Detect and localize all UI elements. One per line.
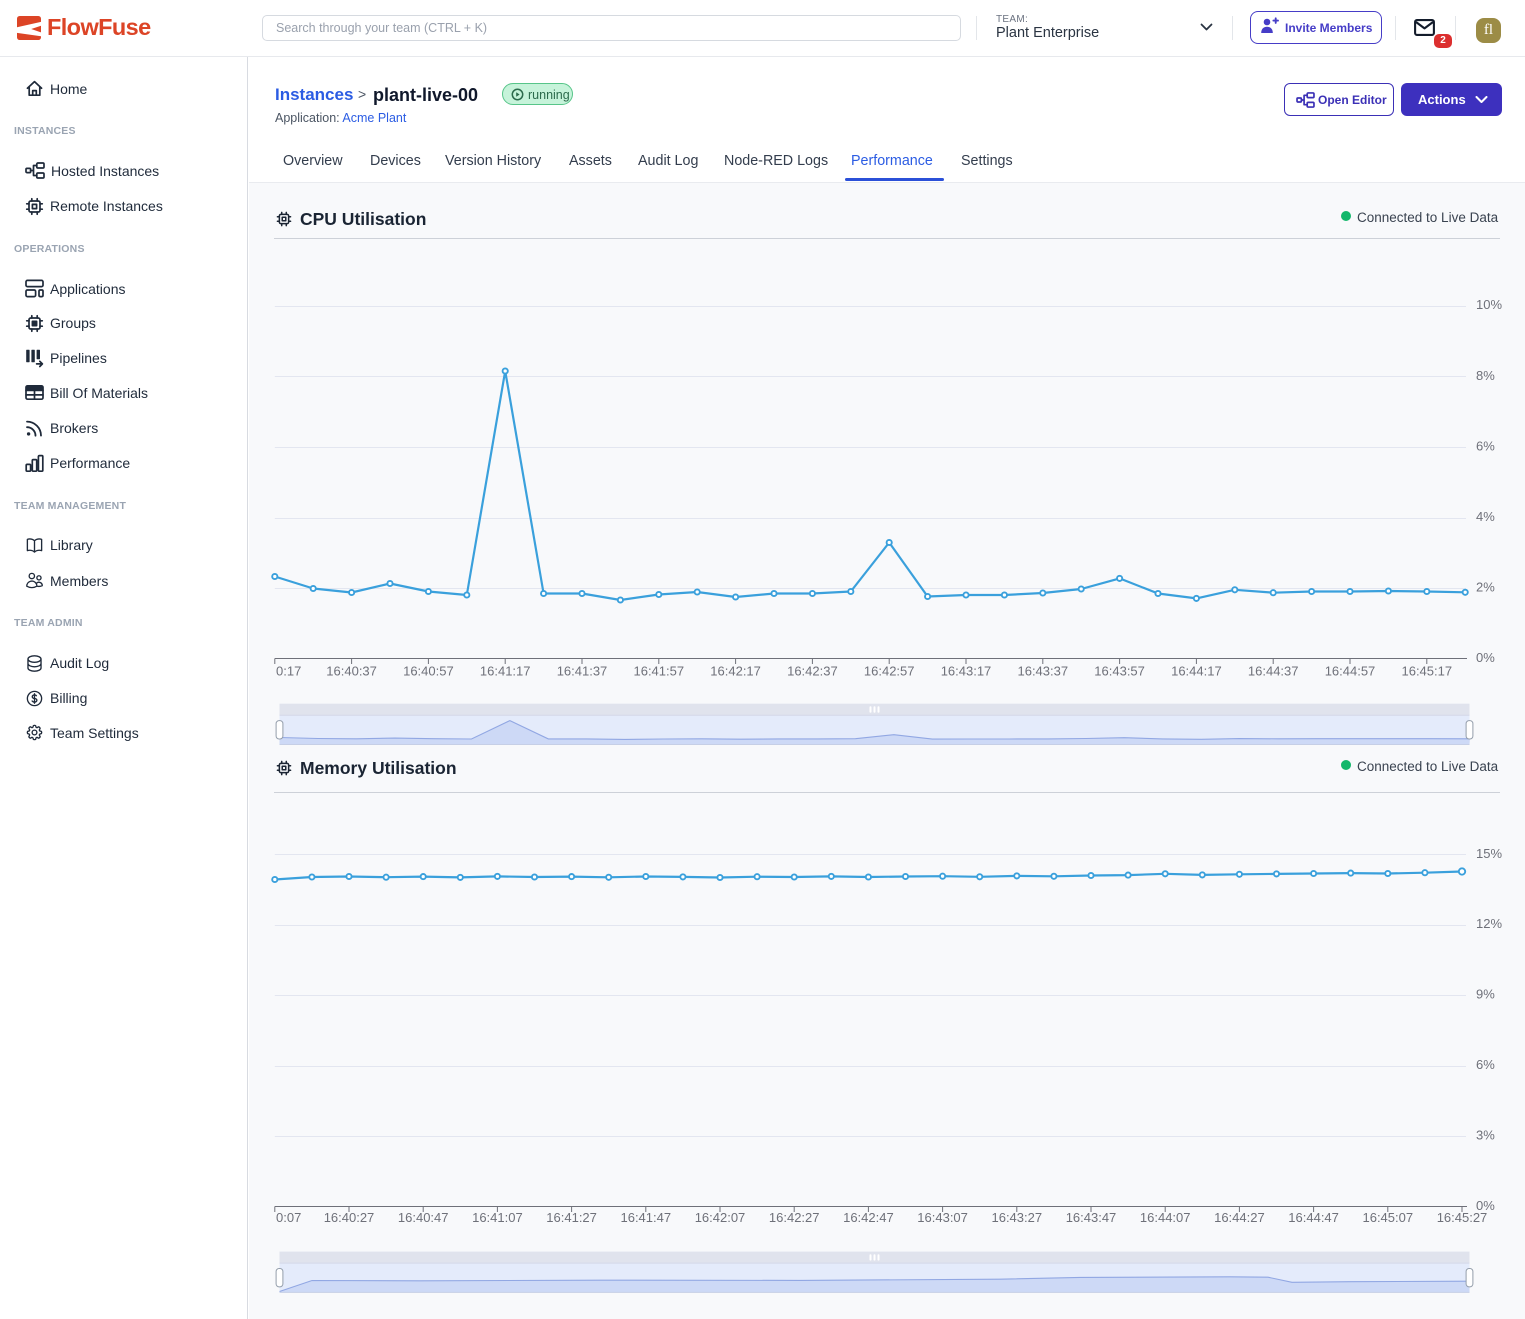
svg-text:10%: 10% [1476,297,1502,312]
svg-text:16:41:17: 16:41:17 [480,664,531,679]
svg-text:6%: 6% [1476,1057,1495,1072]
svg-text:6%: 6% [1476,438,1495,453]
svg-text:16:42:37: 16:42:37 [787,664,838,679]
svg-text:16:43:07: 16:43:07 [917,1210,968,1225]
svg-text:16:41:47: 16:41:47 [620,1210,671,1225]
svg-text:16:43:47: 16:43:47 [1066,1210,1117,1225]
svg-text:16:44:37: 16:44:37 [1248,664,1299,679]
svg-text:16:41:07: 16:41:07 [472,1210,523,1225]
svg-text:16:42:17: 16:42:17 [710,664,761,679]
svg-text:2%: 2% [1476,580,1495,595]
svg-text:16:44:47: 16:44:47 [1288,1210,1339,1225]
svg-text:0:07: 0:07 [276,1210,301,1225]
svg-text:16:44:27: 16:44:27 [1214,1210,1265,1225]
svg-text:16:44:07: 16:44:07 [1140,1210,1191,1225]
svg-text:0%: 0% [1476,1198,1495,1213]
svg-text:16:45:07: 16:45:07 [1362,1210,1413,1225]
svg-text:16:42:57: 16:42:57 [864,664,915,679]
svg-text:16:41:27: 16:41:27 [546,1210,597,1225]
svg-text:16:44:17: 16:44:17 [1171,664,1222,679]
svg-text:16:44:57: 16:44:57 [1325,664,1376,679]
svg-text:16:43:57: 16:43:57 [1094,664,1145,679]
svg-text:16:43:37: 16:43:37 [1017,664,1068,679]
svg-text:9%: 9% [1476,987,1495,1002]
svg-text:16:45:17: 16:45:17 [1401,664,1452,679]
svg-text:16:40:47: 16:40:47 [398,1210,449,1225]
svg-text:16:40:57: 16:40:57 [403,664,454,679]
svg-text:8%: 8% [1476,368,1495,383]
svg-text:0%: 0% [1476,650,1495,665]
svg-text:4%: 4% [1476,509,1495,524]
svg-text:16:43:17: 16:43:17 [941,664,992,679]
svg-text:12%: 12% [1476,916,1502,931]
svg-text:16:42:07: 16:42:07 [695,1210,746,1225]
svg-text:15%: 15% [1476,846,1502,861]
svg-text:16:41:57: 16:41:57 [633,664,684,679]
svg-text:16:41:37: 16:41:37 [557,664,608,679]
svg-text:0:17: 0:17 [276,664,301,679]
svg-text:16:40:37: 16:40:37 [326,664,377,679]
svg-text:16:40:27: 16:40:27 [324,1210,375,1225]
svg-text:16:45:27: 16:45:27 [1437,1210,1488,1225]
svg-text:3%: 3% [1476,1127,1495,1142]
svg-text:16:42:27: 16:42:27 [769,1210,820,1225]
svg-text:16:42:47: 16:42:47 [843,1210,894,1225]
svg-text:16:43:27: 16:43:27 [991,1210,1042,1225]
